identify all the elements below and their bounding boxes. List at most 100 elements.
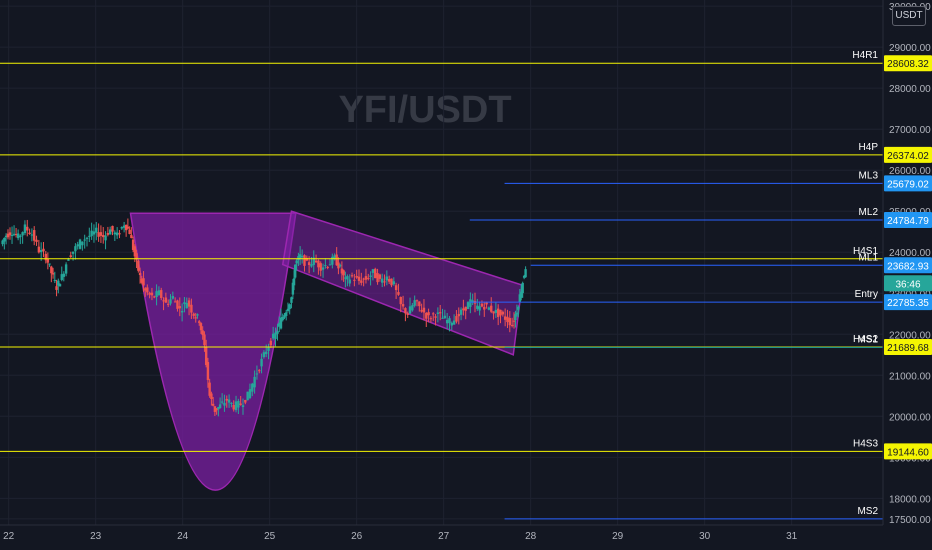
candle-body [392,281,395,285]
candle-body [192,313,195,316]
tag-h4p-text: 26374.02 [887,151,929,162]
candle-body [406,313,409,315]
candle-body [303,255,306,266]
tag-h4r1 [884,55,932,72]
candle-body [459,309,463,315]
candle-body [115,232,119,236]
candle-body [210,393,213,400]
candle-body [425,312,428,319]
tag-entry [884,294,932,311]
price-axis[interactable]: 30000.0029000.0028000.0027000.0026000.00… [882,0,932,550]
level-ms2-label: MS2 [857,506,878,517]
candle-body [487,307,491,310]
candle-body [328,264,332,266]
candle-body [3,237,6,242]
candle-body [253,376,256,388]
candle-body [317,260,320,268]
tag-h4s2-text: 21689.68 [887,343,929,354]
candle-body [466,302,470,310]
candle-body [355,275,358,278]
tag-ml1-text: 23682.93 [887,261,929,272]
level-ms1-label: MS1 [857,334,878,345]
time-tick-label: 22 [3,531,15,542]
candle-body [194,317,197,319]
candle-body [457,313,460,317]
candle-body [445,319,449,324]
candle-body [469,299,472,307]
candle-body [448,318,451,324]
currency-label[interactable]: USDT [892,6,926,26]
candle-body [58,284,62,287]
candle-body [464,306,467,311]
candle-body [135,253,138,260]
candle-body [95,227,98,233]
candle-body [427,312,430,316]
candle-body [14,234,18,236]
time-tick-label: 24 [177,531,189,542]
candle-body [153,296,156,298]
candle-body [335,254,338,266]
time-axis[interactable]: 22 23 24 25 26 27 28 29 30 31 [0,524,883,550]
level-ml2-label: ML2 [859,207,879,218]
candle-body [450,322,453,326]
candle-body [4,235,8,238]
tag-ml3 [884,175,932,192]
candle-body [69,255,72,258]
candle-body [148,292,151,295]
candle-body [490,305,493,312]
candle-body [295,260,298,264]
candle-body [33,230,36,241]
tag-h4s3 [884,443,932,460]
descending-channel[interactable] [281,210,523,356]
price-tick-label: 17500.00 [889,515,931,526]
candle-body [178,306,181,309]
candle-body [255,373,259,375]
candle-body [342,270,345,276]
countdown-text: 36:46 [895,279,920,290]
candle-body [37,246,41,253]
candle-body [146,287,149,293]
candle-body [206,362,210,380]
level-ml3-label: ML3 [859,170,879,181]
candle-body [496,308,500,318]
candle-body [515,312,519,315]
candle-body [413,300,416,306]
time-tick-label: 23 [90,531,102,542]
candle-body [211,403,215,406]
candle-body [108,229,112,235]
candle-body [258,370,261,372]
candle-body [512,320,516,322]
candle-body [506,316,509,323]
candle-body [53,279,57,281]
cup-shape[interactable] [129,212,297,491]
candle-body [185,303,188,309]
tag-h4r1-text: 28608.32 [887,59,929,70]
candle-body [285,312,288,316]
candle-body [162,300,165,302]
candle-body [39,250,43,253]
candle-body [64,264,68,274]
candle-body [492,311,495,314]
tag-ml2 [884,212,932,229]
candle-body [85,237,89,239]
candle-body [102,235,105,238]
candle-body [220,401,224,403]
candle-body [340,268,344,274]
candle-body [281,316,284,321]
candle-body [232,404,235,410]
candle-body [171,296,175,299]
candle-body [294,264,297,278]
drawings[interactable] [129,210,523,491]
candle-body [60,274,63,280]
candle-body [321,267,325,270]
candle-body [471,300,474,303]
candle-body [251,383,254,392]
price-tick-label: 26000.00 [889,166,931,177]
candle-body [46,258,50,263]
candle-body [399,297,402,305]
watermark: YFI/USDT [338,89,511,131]
candle-body [362,278,365,280]
candle-body [452,320,456,325]
candle-body [6,233,10,238]
